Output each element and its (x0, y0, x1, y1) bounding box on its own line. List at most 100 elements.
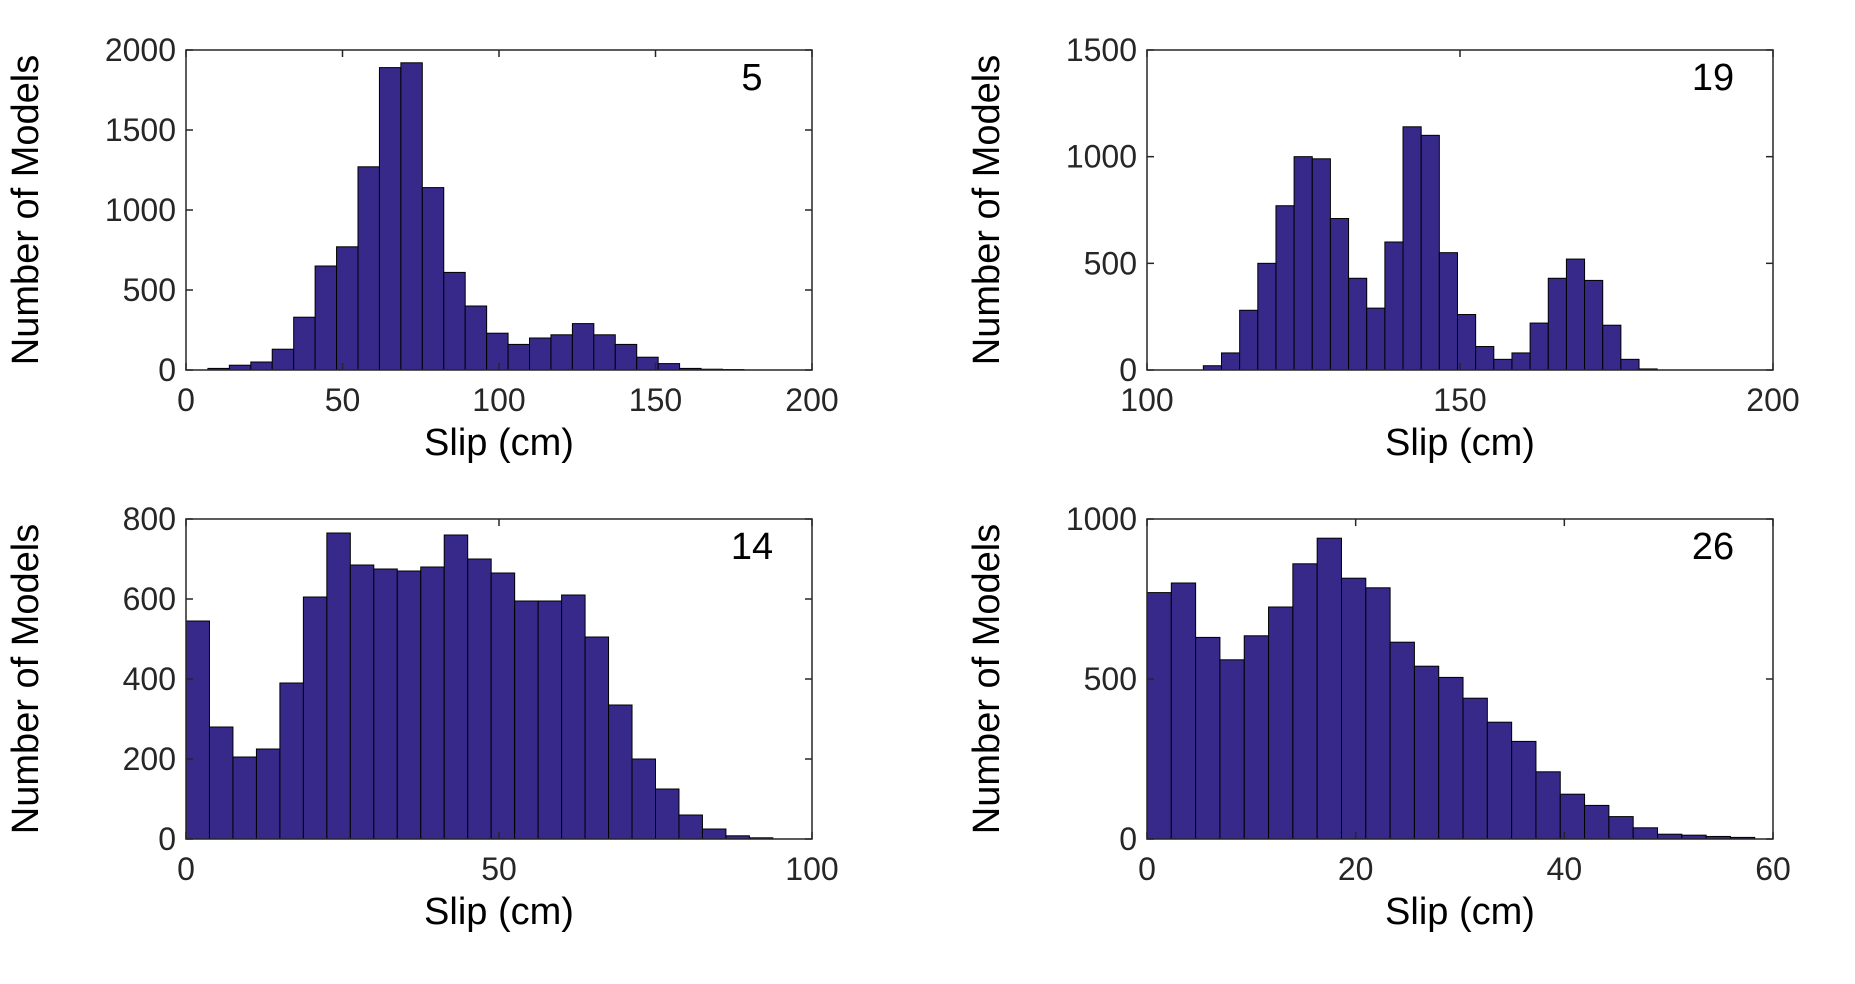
histogram-bar (490, 572, 516, 840)
histogram-bar (467, 558, 492, 840)
histogram-bar (1438, 676, 1464, 840)
y-axis-label: Number of Models (5, 524, 47, 834)
panel-label: 14 (731, 526, 773, 568)
histogram-bar (293, 316, 316, 371)
histogram-bar (507, 343, 531, 371)
histogram-bar (584, 636, 610, 840)
histogram-bar (1511, 740, 1537, 840)
histogram-bar (593, 334, 616, 371)
histogram-bar (1632, 827, 1658, 840)
histogram-bar (1316, 537, 1342, 840)
histogram-bar (1535, 771, 1561, 840)
x-tick-label: 20 (1338, 851, 1374, 887)
histogram-bar (1365, 587, 1391, 840)
x-tick-label: 150 (1433, 382, 1486, 418)
x-axis-label: Slip (cm) (424, 422, 574, 464)
histogram-bar (250, 361, 273, 371)
histogram-bar (443, 534, 469, 840)
histogram-bar (486, 332, 509, 371)
histogram-bar (678, 814, 703, 840)
y-tick-label: 1000 (105, 192, 176, 228)
histogram-bar (1462, 697, 1488, 840)
y-axis-label: Number of Models (5, 55, 47, 365)
panel-bottom-right: 0 20 40 60 0 500 1000 Slip (cm) Number of Models… (966, 501, 1791, 933)
y-tick-label: 600 (123, 581, 176, 617)
histogram-bar (349, 564, 375, 840)
panel-label: 26 (1692, 526, 1734, 568)
histogram-bar (1257, 262, 1277, 371)
histogram-bar (608, 704, 633, 840)
histogram-bar (1457, 314, 1477, 371)
histogram-bar (514, 600, 539, 840)
y-tick-label: 0 (1119, 821, 1137, 857)
x-tick-label: 60 (1755, 851, 1791, 887)
histogram-bar (1219, 659, 1245, 840)
histogram-bar (302, 596, 328, 840)
histogram-bar (1348, 277, 1368, 371)
x-axis-label: Slip (cm) (424, 891, 574, 933)
x-tick-label: 0 (177, 382, 195, 418)
histogram-bar (208, 726, 234, 840)
histogram-bar (1239, 309, 1259, 371)
histogram-bar (1293, 156, 1313, 371)
histogram-bar (357, 166, 380, 371)
histogram-bar (443, 271, 466, 371)
y-tick-label: 1000 (1066, 139, 1137, 175)
histogram-bar (1420, 134, 1440, 371)
y-tick-label: 0 (158, 352, 176, 388)
x-axis-label: Slip (cm) (1385, 891, 1535, 933)
histogram-bar (1529, 322, 1549, 371)
histogram-bar (464, 305, 488, 371)
histogram-bar (631, 758, 657, 840)
x-tick-label: 100 (472, 382, 525, 418)
histogram-bar (1565, 258, 1586, 371)
histogram-bar (1389, 641, 1415, 840)
y-tick-label: 500 (123, 272, 176, 308)
histogram-bar (529, 337, 552, 371)
histogram-bar (1195, 636, 1221, 840)
x-tick-label: 100 (1120, 382, 1173, 418)
histogram-bar (255, 748, 281, 840)
x-tick-label: 200 (1746, 382, 1799, 418)
histogram-bar (655, 788, 680, 840)
y-tick-label: 0 (158, 821, 176, 857)
histogram-bar (1402, 126, 1422, 371)
histogram-bar (1220, 352, 1241, 371)
histogram-bar (232, 756, 257, 840)
histogram-bar (279, 682, 304, 840)
histogram-bar (1547, 277, 1567, 371)
panel-label: 5 (741, 57, 762, 99)
y-tick-label: 1000 (1066, 501, 1137, 537)
histogram-bar (1243, 635, 1270, 840)
histogram-bar (1268, 606, 1294, 840)
histogram-bar (1170, 582, 1197, 840)
histogram-bar (1384, 241, 1404, 371)
histogram-bar (400, 62, 423, 371)
histogram-bar (1311, 158, 1331, 371)
y-tick-label: 1500 (105, 112, 176, 148)
y-tick-label: 500 (1084, 661, 1137, 697)
histogram-bar (1584, 279, 1604, 371)
y-tick-label: 400 (123, 661, 176, 697)
histogram-bar (1486, 721, 1513, 840)
histogram-bar (336, 246, 359, 371)
histogram-bar (1292, 563, 1318, 840)
y-tick-label: 0 (1119, 352, 1137, 388)
histogram-bar (657, 363, 681, 371)
x-tick-label: 0 (177, 851, 195, 887)
histogram-bar (537, 600, 563, 840)
histogram-bar (314, 265, 338, 371)
x-axis-label: Slip (cm) (1385, 422, 1535, 464)
panel-label: 19 (1692, 57, 1734, 99)
histogram-bar (185, 620, 210, 840)
histogram-bar (1511, 352, 1531, 371)
histogram-bar (378, 67, 402, 371)
y-tick-label: 500 (1084, 245, 1137, 281)
histogram-bar (373, 568, 398, 840)
histogram-bar (326, 532, 351, 840)
histogram-bar (1584, 804, 1610, 840)
histogram-bar (1413, 665, 1440, 840)
histogram-bar (420, 566, 445, 840)
